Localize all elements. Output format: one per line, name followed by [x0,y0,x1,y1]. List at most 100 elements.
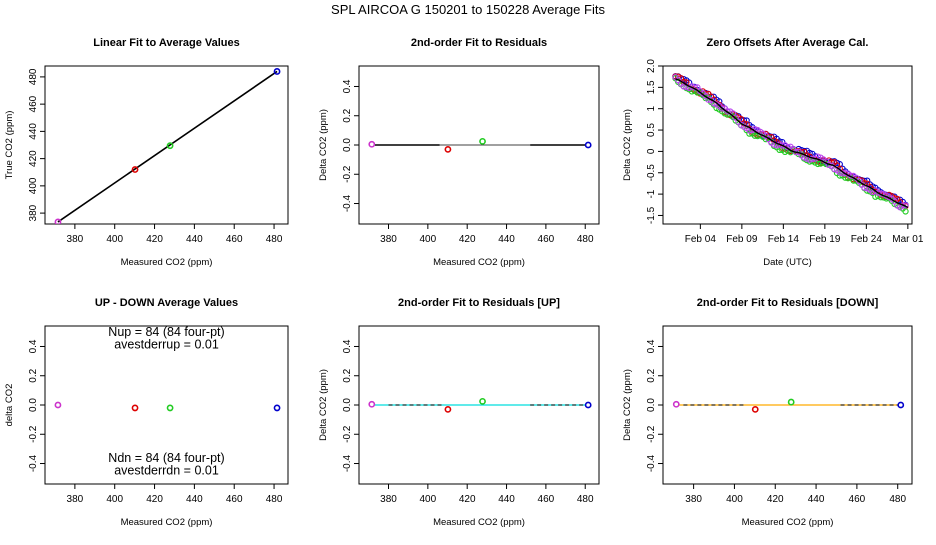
data-point [718,105,726,112]
x-tick-label: 420 [767,494,784,505]
data-point [273,404,281,412]
y-tick-label: 0.2 [342,368,353,382]
y-tick-label: 0.0 [646,398,657,412]
y-tick-label: -0.2 [342,165,353,183]
x-tick-label: 380 [685,494,702,505]
chart-panel-p1: Linear Fit to Average Values 380 400 420 440… [4,37,289,268]
data-point [897,401,905,409]
y-tick-label: 0.4 [28,339,39,353]
data-point [444,145,452,153]
x-tick-label: 380 [67,494,84,505]
chart-panel-p6: 2nd-order Fit to Residuals [DOWN] 380 400 4… [622,297,913,528]
annotation-text: Nup = 84 (84 four-pt) [108,325,224,339]
data-point [444,405,452,413]
x-axis-label: Measured CO2 (ppm) [121,257,213,268]
y-axis-label: Delta CO2 (ppm) [318,109,329,181]
x-axis-label: Measured CO2 (ppm) [433,257,525,268]
y-axis-label: Delta CO2 (ppm) [622,109,633,181]
data-point [874,189,882,196]
data-point [724,108,731,115]
panel-title: Zero Offsets After Average Cal. [707,37,869,49]
y-tick-label: 0.2 [646,368,657,382]
y-tick-label: 420 [28,150,39,167]
data-point [368,140,376,148]
chart-panel-p3: Zero Offsets After Average Cal. Feb 04 Feb… [622,37,924,268]
y-tick-label: 0.4 [342,339,353,353]
x-tick-label: 480 [889,494,906,505]
x-tick-label: 380 [67,234,84,245]
x-tick-label: 400 [106,494,123,505]
y-tick-label: 0.2 [28,368,39,382]
data-layer [368,397,592,413]
x-tick-label: Feb 14 [768,234,800,245]
data-point [680,83,687,90]
y-tick-label: -1.5 [646,206,657,224]
x-tick-label: 420 [459,494,476,505]
x-tick-label: 400 [726,494,743,505]
x-tick-label: 400 [106,234,123,245]
x-tick-label: 460 [226,494,243,505]
x-tick-label: 460 [226,234,243,245]
annotation-text: avestderrup = 0.01 [114,338,219,352]
x-tick-label: 380 [380,494,397,505]
data-layer [54,68,281,224]
y-axis-label: Delta CO2 (ppm) [318,369,329,441]
y-axis-label: delta CO2 [4,384,15,427]
chart-panel-p4: UP - DOWN Average Values 380 400 420 440 460 4… [4,297,289,528]
data-point [166,142,174,150]
y-tick-label: 0.0 [342,398,353,412]
y-tick-label: 0.0 [28,398,39,412]
y-tick-label: 2.0 [646,59,657,73]
data-point [273,68,281,75]
y-tick-label: -0.4 [342,194,353,212]
x-tick-label: 440 [498,494,515,505]
x-tick-label: 460 [849,494,866,505]
x-tick-label: 420 [459,234,476,245]
y-tick-label: 1.5 [646,80,657,94]
data-point [479,137,486,145]
x-axis-label: Measured CO2 (ppm) [742,517,834,528]
data-point [672,400,680,408]
x-tick-label: 480 [266,234,283,245]
trend-line [675,78,909,209]
y-tick-label: 0.5 [646,123,657,137]
y-tick-label: 0.4 [342,79,353,93]
data-point [779,142,786,149]
y-tick-label: 460 [28,95,39,112]
x-tick-label: Mar 01 [892,234,924,245]
data-layer [672,398,905,413]
x-tick-label: 440 [498,234,515,245]
y-tick-label: -0.4 [646,454,657,472]
x-axis-label: Date (UTC) [763,257,812,268]
panel-title: Linear Fit to Average Values [93,37,240,49]
x-tick-label: 380 [380,234,397,245]
x-tick-label: 440 [808,494,825,505]
annotation-text: avestderrdn = 0.01 [114,463,219,477]
x-axis-label: Measured CO2 (ppm) [121,517,213,528]
y-tick-label: -0.4 [28,454,39,472]
data-point [54,218,62,224]
data-point [584,141,592,149]
data-point [131,166,139,173]
x-tick-label: 440 [186,494,203,505]
y-tick-label: 0.0 [342,138,353,152]
y-tick-label: 440 [28,123,39,140]
data-point [787,398,795,406]
data-point [54,401,62,409]
y-tick-label: 0.4 [646,339,657,353]
plot-frame [662,65,913,225]
data-point [479,397,486,405]
x-tick-label: 460 [538,234,555,245]
y-tick-label: 400 [28,177,39,194]
x-tick-label: 480 [577,234,594,245]
y-tick-label: -0.5 [646,164,657,182]
y-tick-label: 1 [646,105,657,111]
data-layer [672,73,909,215]
y-axis-label: Delta CO2 (ppm) [622,369,633,441]
x-tick-label: 420 [146,234,163,245]
x-axis-label: Measured CO2 (ppm) [433,517,525,528]
y-tick-label: -0.2 [342,425,353,443]
y-tick-label: -0.4 [342,454,353,472]
x-tick-label: Feb 24 [851,234,883,245]
